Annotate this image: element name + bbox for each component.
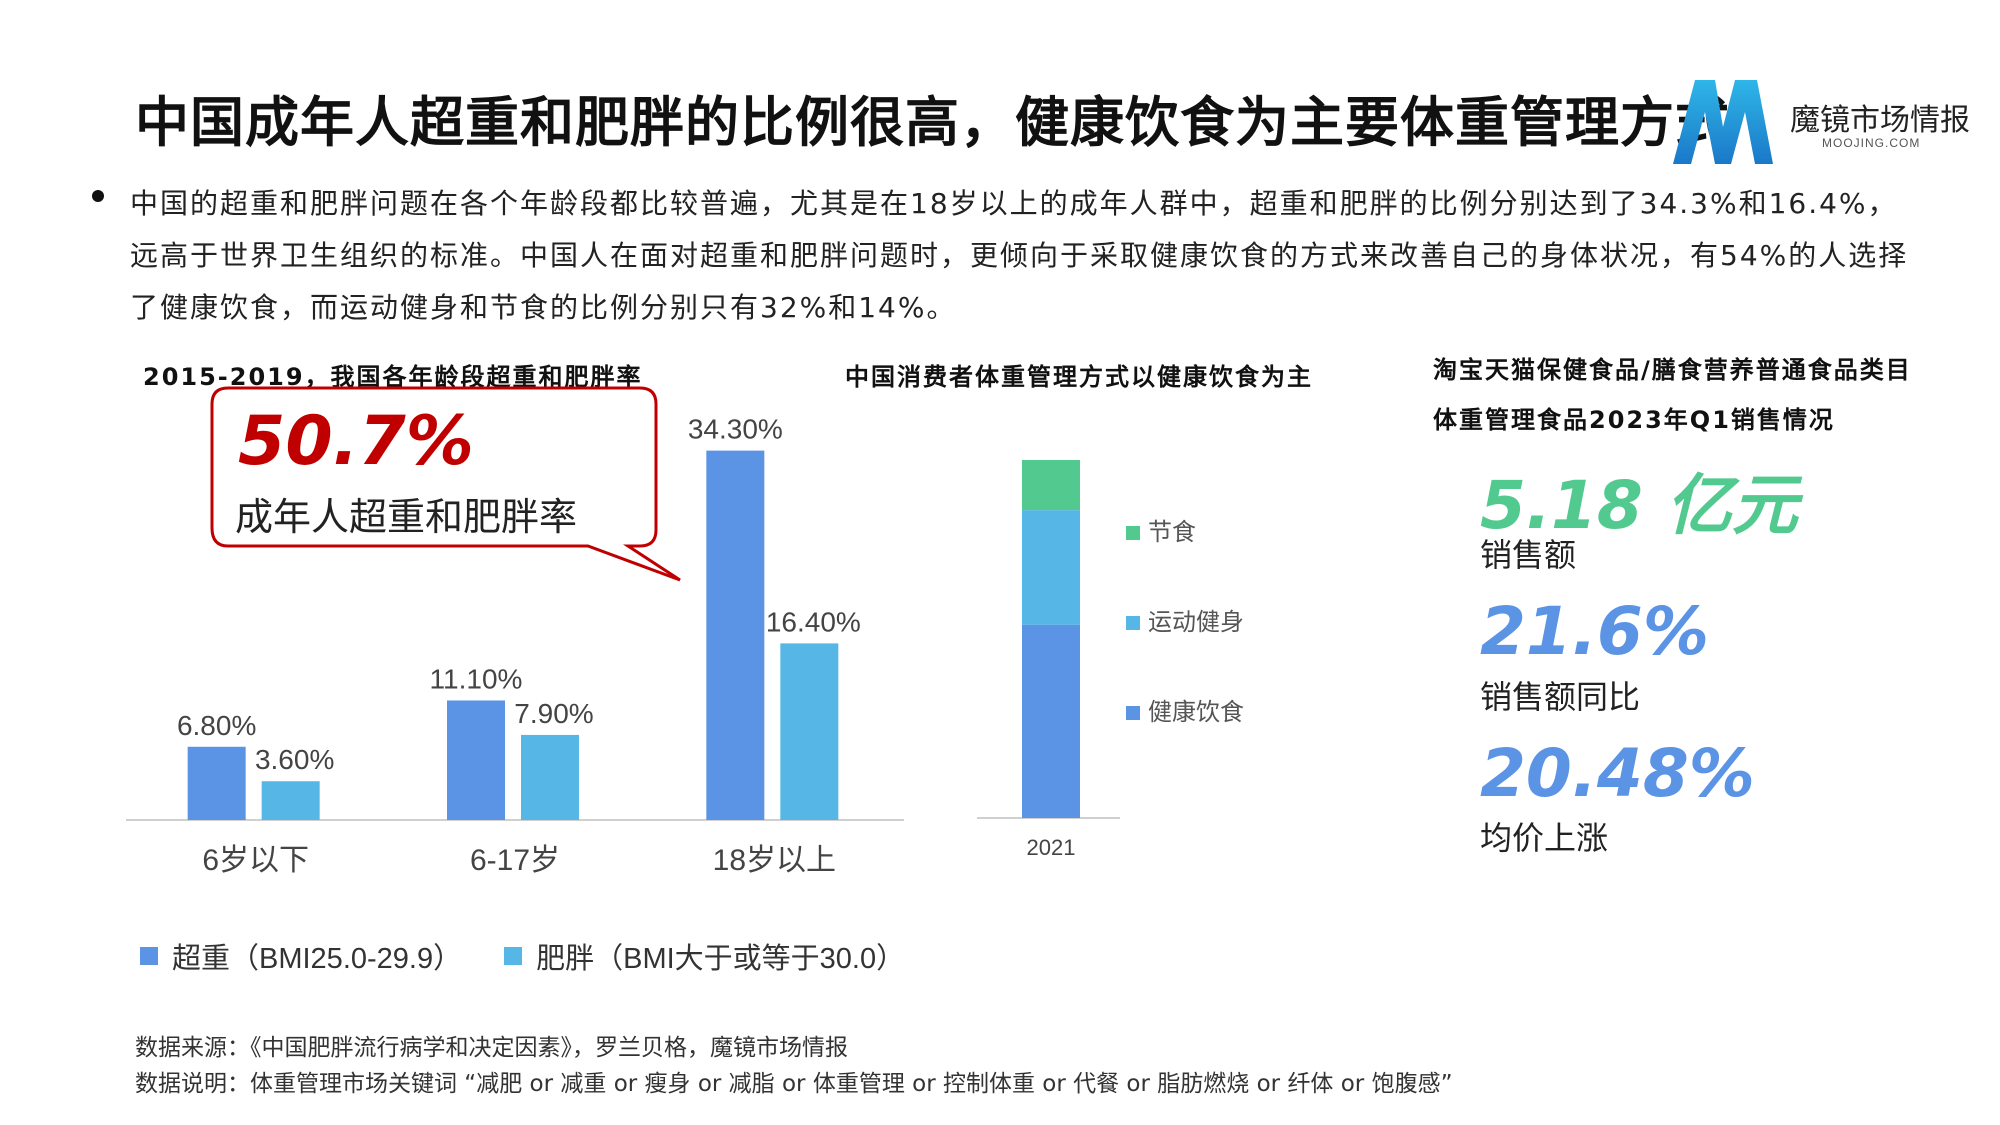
kpi-sales-label: 销售额 (1480, 536, 1577, 574)
x-tick-label-1: 6-17岁 (470, 844, 560, 877)
x-tick-label-0: 6岁以下 (202, 844, 309, 877)
data-label-obese-2: 16.40% (766, 606, 861, 637)
page-title: 中国成年人超重和肥胖的比例很高，健康饮食为主要体重管理方式 (135, 91, 1730, 154)
bullet-dot-icon (92, 190, 104, 202)
kpi-title-line1: 淘宝天猫保健食品/膳食营养普通食品类目 (1433, 356, 1912, 384)
bar-obese-2 (780, 643, 839, 820)
callout-label: 成年人超重和肥胖率 (235, 495, 578, 539)
kpi-price-value: 20.48% (1480, 735, 1755, 812)
data-label-overweight-2: 34.30% (688, 414, 783, 445)
callout-value: 50.7% (238, 402, 474, 481)
data-label-obese-0: 3.60% (255, 744, 334, 775)
legend-swatch-1 (1126, 616, 1140, 630)
legend-swatch-obese (504, 947, 523, 965)
moojing-logo-icon (1673, 80, 1773, 164)
legend-label-overweight: 超重（BMI25.0-29.9） (172, 943, 463, 975)
stack-segment-1 (1022, 510, 1080, 625)
legend-swatch-2 (1126, 526, 1140, 540)
data-label-overweight-0: 6.80% (177, 710, 256, 741)
chart1-title: 2015-2019，我国各年龄段超重和肥胖率 (143, 363, 643, 391)
kpi-yoy-label: 销售额同比 (1480, 678, 1641, 716)
bar-overweight-0 (187, 746, 246, 820)
legend-swatch-overweight (140, 947, 158, 965)
logo-subtext: MOOJING.COM (1822, 136, 1921, 150)
bar-overweight-1 (447, 700, 505, 820)
stack-segment-0 (1022, 624, 1080, 818)
age-group-bar-chart: 6.80%3.60% 6岁以下 11.10% 7.90% 6-17岁 34.30% 16.4… (126, 414, 904, 877)
x-tick-label-2021: 2021 (1027, 835, 1076, 860)
logo-text: 魔镜市场情报 (1790, 103, 1970, 138)
kpi-yoy-value: 21.6% (1480, 593, 1709, 670)
footer-note: 数据说明：体重管理市场关键词 “减肥 or 减重 or 瘦身 or 减脂 or … (135, 1071, 1453, 1097)
chart1-legend: 超重（BMI25.0-29.9） 肥胖（BMI大于或等于30.0） (140, 935, 905, 977)
legend-swatch-0 (1126, 706, 1140, 720)
bar-obese-0 (261, 781, 320, 820)
kpi-sales-value: 5.18 亿元 (1480, 467, 1798, 544)
data-label-overweight-1: 11.10% (430, 663, 523, 694)
kpi-title-line2: 体重管理食品2023年Q1销售情况 (1433, 406, 1835, 434)
legend-label-obese: 肥胖（BMI大于或等于30.0） (536, 943, 906, 975)
chart2-title: 中国消费者体重管理方式以健康饮食为主 (845, 363, 1313, 391)
stack-segment-2 (1022, 460, 1080, 511)
kpi-price-label: 均价上涨 (1480, 819, 1609, 857)
data-label-obese-1: 7.90% (514, 698, 593, 729)
bar-overweight-2 (706, 450, 765, 820)
bar-obese-1 (521, 734, 579, 820)
legend-label-1: 运动健身 (1148, 609, 1244, 636)
callout-bubble (210, 386, 681, 582)
intro-paragraph: 中国的超重和肥胖问题在各个年龄段都比较普遍，尤其是在18岁以上的成年人群中，超重… (130, 187, 1909, 324)
legend-label-0: 健康饮食 (1148, 699, 1244, 726)
legend-label-2: 节食 (1148, 519, 1196, 546)
footer-source: 数据来源：《中国肥胖流行病学和决定因素》，罗兰贝格，魔镜市场情报 (135, 1035, 848, 1061)
x-tick-label-2: 18岁以上 (713, 844, 836, 877)
